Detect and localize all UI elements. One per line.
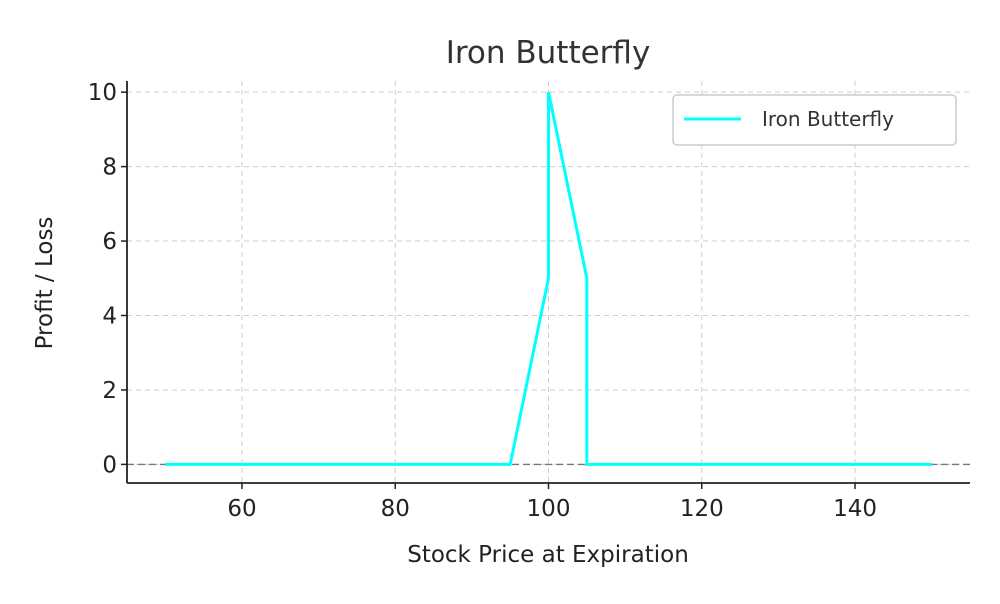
y-tick-label: 2: [102, 378, 117, 404]
legend-label: Iron Butterfly: [762, 107, 894, 131]
legend: Iron Butterfly: [672, 94, 957, 146]
x-tick-label: 80: [381, 496, 410, 522]
x-axis-label: Stock Price at Expiration: [407, 542, 689, 568]
legend-box: [672, 94, 957, 146]
x-tick-label: 120: [680, 496, 724, 522]
y-tick-label: 8: [102, 155, 117, 181]
y-tick-label: 10: [88, 80, 117, 106]
y-tick-label: 6: [102, 229, 117, 255]
x-tick-label: 100: [527, 496, 571, 522]
series-layer: [165, 91, 932, 466]
y-tick-label: 0: [102, 452, 117, 478]
chart-title: Iron Butterfly: [446, 35, 651, 71]
y-tick-label: 4: [102, 304, 117, 330]
ticks: 60 80 100 120 140 0 2 4 6 8 10: [88, 80, 877, 522]
x-tick-label: 140: [833, 496, 877, 522]
series-line-iron-butterfly: [165, 91, 932, 466]
y-axis-label: Profit / Loss: [32, 217, 58, 350]
x-tick-label: 60: [227, 496, 256, 522]
